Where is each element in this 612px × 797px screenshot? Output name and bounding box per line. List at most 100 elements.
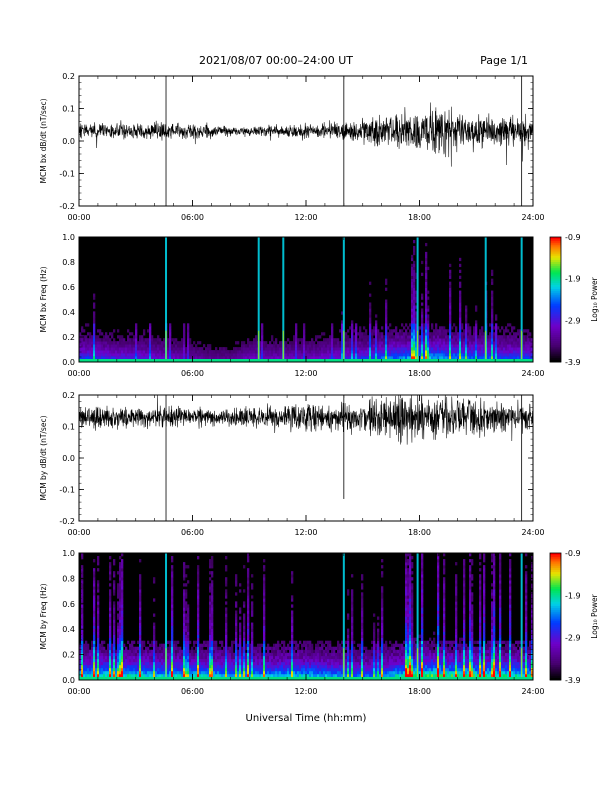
heatmap-cell xyxy=(217,671,219,674)
heatmap-cell xyxy=(169,668,171,671)
heatmap-cell xyxy=(523,338,525,341)
heatmap-cell xyxy=(335,668,337,671)
heatmap-cell xyxy=(161,653,163,656)
heatmap-cell xyxy=(107,644,109,647)
heatmap-cell xyxy=(449,300,451,303)
heatmap-cell xyxy=(465,341,467,344)
heatmap-cell xyxy=(151,644,153,647)
heatmap-cell xyxy=(225,671,227,674)
heatmap-cell xyxy=(433,356,435,359)
heatmap-cell xyxy=(205,356,207,359)
heatmap-cell xyxy=(285,341,287,344)
heatmap-cell xyxy=(263,626,265,629)
heatmap-cell xyxy=(501,341,503,344)
heatmap-cell xyxy=(493,326,495,329)
heatmap-cell xyxy=(471,341,473,344)
heatmap-cell xyxy=(291,674,293,677)
heatmap-cell xyxy=(221,644,223,647)
heatmap-cell xyxy=(409,344,411,347)
heatmap-cell xyxy=(123,671,125,674)
heatmap-cell xyxy=(269,341,271,344)
heatmap-cell xyxy=(225,623,227,626)
heatmap-cell xyxy=(293,671,295,674)
heatmap-cell xyxy=(263,632,265,635)
heatmap-cell xyxy=(147,656,149,659)
heatmap-cell xyxy=(117,607,119,610)
heatmap-cell xyxy=(185,347,187,350)
heatmap-cell xyxy=(191,671,193,674)
heatmap-cell xyxy=(133,641,135,644)
heatmap-cell xyxy=(445,338,447,341)
heatmap-cell xyxy=(209,577,211,580)
heatmap-cell xyxy=(421,335,423,338)
heatmap-cell xyxy=(297,668,299,671)
heatmap-cell xyxy=(435,338,437,341)
heatmap-cell xyxy=(385,332,387,335)
colorbar-tick-label: -1.9 xyxy=(565,275,581,284)
heatmap-cell xyxy=(93,350,95,353)
heatmap-cell xyxy=(363,338,365,341)
heatmap-cell xyxy=(275,650,277,653)
heatmap-cell xyxy=(393,335,395,338)
heatmap-cell xyxy=(479,356,481,359)
heatmap-cell xyxy=(303,329,305,332)
heatmap-cell xyxy=(101,647,103,650)
heatmap-cell xyxy=(225,617,227,620)
heatmap-cell xyxy=(435,353,437,356)
heatmap-cell xyxy=(203,350,205,353)
heatmap-cell xyxy=(119,653,121,656)
heatmap-cell xyxy=(103,344,105,347)
heatmap-cell xyxy=(201,356,203,359)
heatmap-cell xyxy=(183,659,185,662)
heatmap-cell xyxy=(267,674,269,677)
heatmap-cell xyxy=(365,353,367,356)
heatmap-cell xyxy=(251,653,253,656)
heatmap-cell xyxy=(177,353,179,356)
heatmap-cell xyxy=(209,653,211,656)
heatmap-cell xyxy=(119,632,121,635)
heatmap-cell xyxy=(449,294,451,297)
heatmap-cell xyxy=(183,604,185,607)
heatmap-cell xyxy=(147,344,149,347)
heatmap-cell xyxy=(177,665,179,668)
heatmap-cell xyxy=(515,353,517,356)
heatmap-cell xyxy=(369,329,371,332)
heatmap-cell xyxy=(513,356,515,359)
heatmap-cell xyxy=(289,353,291,356)
heatmap-cell xyxy=(421,311,423,314)
heatmap-cell xyxy=(351,320,353,323)
heatmap-cell xyxy=(507,350,509,353)
heatmap-cell xyxy=(185,647,187,650)
heatmap-cell xyxy=(119,659,121,662)
heatmap-cell xyxy=(109,344,111,347)
heatmap-cell xyxy=(241,662,243,665)
heatmap-cell xyxy=(247,623,249,626)
heatmap-cell xyxy=(277,641,279,644)
heatmap-cell xyxy=(287,674,289,677)
heatmap-cell xyxy=(301,647,303,650)
heatmap-cell xyxy=(215,350,217,353)
spectral-line-core xyxy=(485,331,486,362)
heatmap-cell xyxy=(93,607,95,610)
heatmap-cell xyxy=(247,638,249,641)
heatmap-cell xyxy=(175,650,177,653)
plot-title: 2021/08/07 00:00–24:00 UT xyxy=(199,54,353,67)
heatmap-cell xyxy=(389,323,391,326)
heatmap-cell xyxy=(427,320,429,323)
heatmap-cell xyxy=(173,338,175,341)
heatmap-cell xyxy=(163,650,165,653)
heatmap-cell xyxy=(437,344,439,347)
heatmap-cell xyxy=(121,601,123,604)
heatmap-cell xyxy=(281,656,283,659)
heatmap-cell xyxy=(333,347,335,350)
heatmap-cell xyxy=(347,647,349,650)
heatmap-cell xyxy=(419,338,421,341)
heatmap-cell xyxy=(109,671,111,674)
heatmap-cell xyxy=(283,656,285,659)
heatmap-cell xyxy=(187,356,189,359)
heatmap-cell xyxy=(383,338,385,341)
heatmap-cell xyxy=(443,347,445,350)
heatmap-cell xyxy=(251,607,253,610)
heatmap-cell xyxy=(459,308,461,311)
heatmap-cell xyxy=(439,341,441,344)
